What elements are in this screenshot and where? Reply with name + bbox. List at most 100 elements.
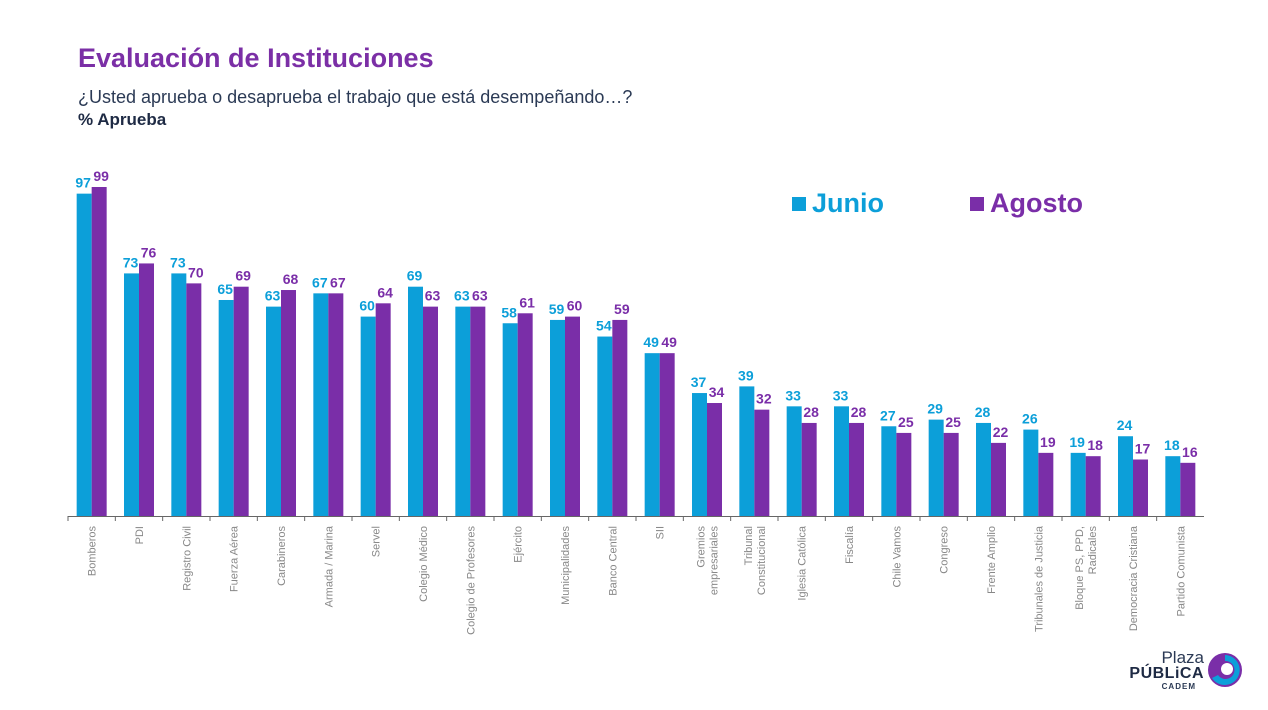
data-label-junio: 26 — [1022, 411, 1038, 427]
bar-junio — [360, 316, 376, 516]
bar-junio — [644, 353, 660, 516]
bar-agosto — [139, 263, 154, 516]
category-label: Colegio de Profesores — [465, 526, 477, 635]
data-label-agosto: 34 — [709, 384, 725, 400]
category-label: Democracia Cristiana — [1128, 525, 1140, 631]
bar-junio — [597, 336, 613, 516]
logo-cadem-text: CADEM — [1161, 682, 1196, 691]
bar-junio — [313, 293, 329, 516]
bar-agosto — [423, 306, 438, 516]
bar-junio — [171, 273, 187, 516]
bar-agosto — [801, 422, 817, 516]
data-label-junio: 69 — [407, 268, 423, 284]
data-label-junio: 24 — [1117, 417, 1133, 433]
bar-agosto — [375, 303, 391, 516]
data-label-agosto: 16 — [1182, 444, 1198, 460]
cadem-swirl-icon — [1208, 653, 1242, 687]
bar-agosto — [517, 313, 533, 516]
data-label-junio: 73 — [170, 254, 186, 270]
data-label-agosto: 70 — [188, 264, 204, 280]
legend-item-agosto: Agosto — [970, 188, 1083, 219]
category-label: Bomberos — [87, 526, 99, 577]
category-label: Colegio Médico — [418, 526, 430, 602]
bar-agosto — [91, 187, 107, 516]
category-label: Partido Comunista — [1175, 525, 1187, 616]
bar-agosto — [281, 290, 296, 516]
bar-junio — [1118, 436, 1133, 516]
category-label: PDI — [134, 526, 146, 544]
data-label-junio: 67 — [312, 274, 328, 290]
bar-junio — [1070, 452, 1086, 516]
bar-agosto — [849, 422, 864, 516]
data-label-junio: 54 — [596, 318, 612, 334]
plaza-publica-cadem-logo: Plaza PÚBLiCA CADEM — [1126, 648, 1256, 694]
category-label: Iglesia Católica — [797, 525, 809, 600]
data-label-junio: 63 — [454, 288, 470, 304]
category-label: SII — [655, 526, 667, 539]
bar-agosto — [754, 409, 770, 516]
data-label-agosto: 63 — [472, 288, 488, 304]
category-label: TribunalConstitucional — [743, 526, 768, 595]
legend-swatch-agosto — [970, 196, 984, 211]
chart-subtitle: ¿Usted aprueba o desaprueba el trabajo q… — [78, 87, 633, 107]
data-label-junio: 18 — [1164, 437, 1180, 453]
category-label: Frente Amplio — [986, 526, 998, 594]
data-label-junio: 73 — [123, 254, 139, 270]
bar-junio — [692, 393, 707, 516]
data-label-agosto: 67 — [330, 274, 346, 290]
category-label: Tribunales de Justicia — [1033, 525, 1045, 632]
data-label-junio: 65 — [217, 281, 233, 297]
data-label-agosto: 63 — [425, 288, 441, 304]
data-label-junio: 60 — [359, 298, 375, 314]
data-label-agosto: 19 — [1040, 434, 1056, 450]
data-label-junio: 29 — [927, 401, 943, 417]
bar-junio — [550, 319, 565, 516]
bar-junio — [124, 273, 139, 516]
category-label: Servel — [371, 526, 383, 557]
data-label-junio: 97 — [75, 175, 91, 191]
legend-item-junio: Junio — [792, 188, 884, 219]
data-label-junio: 33 — [833, 387, 849, 403]
data-label-junio: 58 — [501, 304, 517, 320]
bar-junio — [266, 306, 281, 516]
bar-agosto — [991, 442, 1006, 516]
bar-agosto — [328, 293, 344, 516]
bar-agosto — [1085, 456, 1101, 516]
bar-junio — [455, 306, 471, 516]
bar-agosto — [707, 403, 722, 516]
data-label-junio: 63 — [265, 288, 281, 304]
data-label-agosto: 25 — [945, 414, 961, 430]
bar-agosto — [1180, 462, 1196, 516]
bar-agosto — [943, 432, 959, 516]
bar-junio — [502, 323, 518, 516]
data-label-agosto: 69 — [235, 268, 251, 284]
bar-junio — [739, 386, 755, 516]
category-label: Gremiosempresariales — [696, 526, 721, 596]
bar-junio — [76, 193, 92, 516]
bar-junio — [408, 286, 423, 516]
category-label: Fuerza Aérea — [229, 525, 241, 592]
data-label-agosto: 49 — [661, 334, 677, 350]
bar-junio — [218, 299, 234, 516]
logo-publica-text: PÚBLiCA — [1129, 665, 1204, 682]
data-label-junio: 37 — [691, 374, 707, 390]
category-label: Carabineros — [276, 526, 288, 586]
data-label-junio: 27 — [880, 407, 896, 423]
data-label-agosto: 18 — [1087, 437, 1103, 453]
bar-agosto — [1133, 459, 1148, 516]
data-label-agosto: 61 — [519, 294, 535, 310]
bar-junio — [1165, 456, 1181, 516]
data-label-agosto: 32 — [756, 391, 772, 407]
bar-agosto — [186, 283, 202, 516]
logo-plaza-text: Plaza — [1161, 648, 1204, 667]
data-label-junio: 33 — [785, 387, 801, 403]
category-label: Registro Civil — [181, 526, 193, 591]
category-label: Fiscalía — [844, 525, 856, 564]
bar-junio — [1023, 429, 1039, 516]
bar-junio — [786, 406, 802, 516]
bar-agosto — [233, 286, 249, 516]
category-label: Bloque PS, PPD,Radicales — [1074, 526, 1099, 610]
category-label: Municipalidades — [560, 526, 572, 605]
legend-label-agosto: Agosto — [990, 188, 1083, 218]
